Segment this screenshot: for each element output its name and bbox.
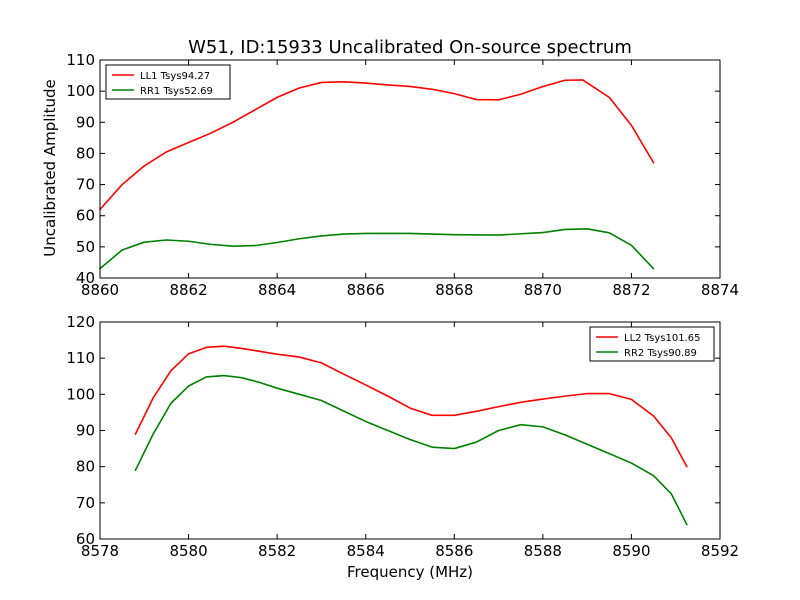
y-tick-label: 110 — [66, 349, 95, 367]
chart-title: W51, ID:15933 Uncalibrated On-source spe… — [188, 37, 632, 58]
legend-box — [589, 326, 715, 362]
x-tick-label: 8870 — [524, 281, 562, 299]
top-subplot: W51, ID:15933 Uncalibrated On-source spe… — [41, 37, 739, 299]
x-tick-label: 8578 — [81, 542, 119, 560]
x-tick-label: 8874 — [701, 281, 739, 299]
x-tick-label: 8872 — [612, 281, 650, 299]
x-tick-label: 8580 — [169, 542, 207, 560]
y-axis-label: Uncalibrated Amplitude — [41, 79, 59, 256]
y-tick-label: 60 — [76, 207, 95, 225]
x-tick-label: 8866 — [347, 281, 385, 299]
y-tick-label: 40 — [76, 269, 95, 287]
y-tick-label: 110 — [66, 51, 95, 69]
y-tick-label: 50 — [76, 238, 95, 256]
y-tick-label: 120 — [66, 313, 95, 331]
series-line-ll2 — [134, 345, 688, 468]
y-tick-label: 70 — [76, 176, 95, 194]
y-tick-label: 90 — [76, 113, 95, 131]
bottom-subplot: 8578 8580 8582 8584 8586 8588 8590 8592 60 70 80 90… — [66, 313, 739, 581]
x-axis-label: Frequency (MHz) — [347, 563, 473, 581]
x-tick-label: 8864 — [258, 281, 296, 299]
legend-box — [105, 64, 231, 100]
x-tick-label: 8862 — [169, 281, 207, 299]
x-tick-label: 8586 — [435, 542, 473, 560]
y-tick-label: 80 — [76, 458, 95, 476]
y-tick-label: 100 — [66, 385, 95, 403]
y-tick-label: 90 — [76, 422, 95, 440]
x-tick-label: 8584 — [347, 542, 385, 560]
x-tick-label: 8590 — [612, 542, 650, 560]
series-line-rr2 — [134, 374, 688, 526]
y-tick-label: 100 — [66, 82, 95, 100]
legend-entry: RR2 Tsys90.89 — [624, 348, 697, 359]
y-tick-label: 70 — [76, 494, 95, 512]
x-tick-label: 8588 — [524, 542, 562, 560]
series-line-rr1 — [99, 227, 655, 270]
x-tick-label: 8860 — [81, 281, 119, 299]
x-tick-label: 8868 — [435, 281, 473, 299]
x-tick-label: 8582 — [258, 542, 296, 560]
y-tick-label: 80 — [76, 144, 95, 162]
x-tick-label: 8592 — [701, 542, 739, 560]
top-plot-frame — [99, 59, 721, 279]
legend-entry: LL2 Tsys101.65 — [624, 333, 700, 344]
y-tick-label: 60 — [76, 530, 95, 548]
legend-entry: LL1 Tsys94.27 — [140, 71, 210, 82]
series-line-ll1 — [99, 79, 655, 211]
legend-entry: RR1 Tsys52.69 — [140, 86, 213, 97]
